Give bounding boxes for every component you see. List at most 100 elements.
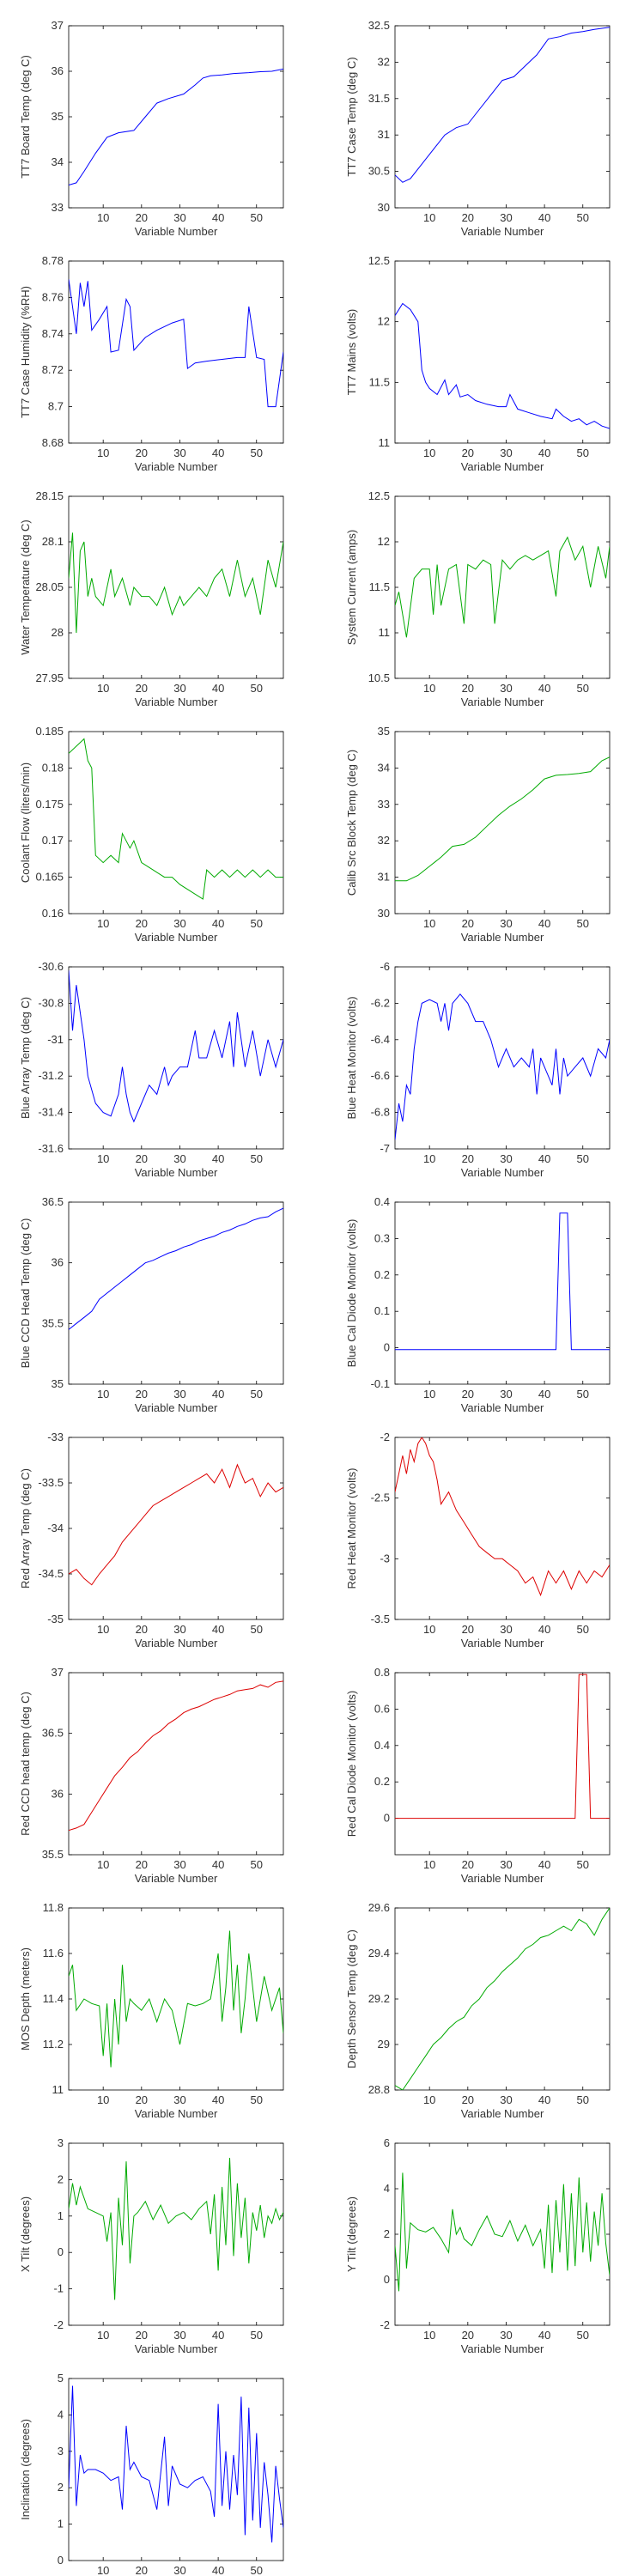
chart-21-x-tick-label: 40	[212, 2564, 224, 2576]
chart-7-y-tick-label: 0.185	[35, 725, 64, 738]
chart-8-x-axis-label: Variable Number	[461, 931, 544, 944]
chart-16-x-tick-label: 50	[577, 1858, 589, 1871]
chart-5-y-tick-label: 28	[52, 626, 64, 639]
chart-20-x-axis-label: Variable Number	[461, 2342, 544, 2355]
chart-10-x-axis-label: Variable Number	[461, 1166, 544, 1179]
chart-21-plot-frame	[68, 2378, 284, 2561]
chart-11-x-tick-label: 30	[173, 1388, 185, 1400]
chart-15-y-axis-label: Red CCD head temp (deg C)	[19, 1692, 32, 1836]
chart-8-plot-frame	[394, 731, 611, 914]
chart-13-y-tick-label: -35	[47, 1613, 64, 1625]
chart-18-y-tick-label: 29.4	[368, 1947, 390, 1959]
chart-16-y-axis-label: Red Cal Diode Monitor (volts)	[345, 1691, 358, 1838]
chart-20-y-tick-label: 0	[384, 2273, 390, 2286]
chart-7-y-tick-label: 0.16	[42, 907, 64, 920]
chart-11-x-axis-label: Variable Number	[135, 1401, 218, 1414]
chart-6-plot-frame	[394, 495, 611, 679]
chart-9-y-tick-label: -31.2	[38, 1069, 64, 1082]
chart-4-x-tick-label: 40	[538, 447, 550, 459]
chart-7-x-tick-label: 30	[173, 917, 185, 930]
chart-20-x-tick-label: 40	[538, 2329, 550, 2342]
chart-17-y-axis-label: MOS Depth (meters)	[19, 1947, 32, 2050]
chart-15-plot-frame	[68, 1672, 284, 1856]
chart-20-x-tick-label: 20	[462, 2329, 474, 2342]
chart-5-x-tick-label: 30	[173, 682, 185, 695]
chart-19-series-line	[69, 2157, 283, 2300]
chart-6-series-line	[395, 536, 610, 638]
chart-14-plot-frame	[394, 1437, 611, 1620]
chart-14-y-axis-label: Red Heat Monitor (volts)	[345, 1468, 358, 1589]
chart-1-y-tick-label: 34	[52, 155, 64, 168]
chart-15-y-tick-label: 36	[52, 1787, 64, 1800]
chart-1-series-line	[69, 68, 283, 185]
chart-2-x-tick-label: 40	[538, 211, 550, 224]
chart-8-x-tick-label: 50	[577, 917, 589, 930]
chart-18-x-tick-label: 10	[423, 2093, 435, 2106]
chart-13-x-tick-label: 50	[251, 1623, 263, 1636]
chart-11-x-tick-label: 20	[136, 1388, 148, 1400]
chart-9-x-tick-label: 50	[251, 1152, 263, 1165]
chart-9-y-tick-label: -30.8	[38, 996, 64, 1009]
chart-7-y-axis-label: Coolant Flow (liters/min)	[19, 762, 32, 883]
chart-1-x-axis-label: Variable Number	[135, 225, 218, 238]
chart-16-y-tick-label: 0.4	[374, 1739, 390, 1752]
chart-1-y-tick-label: 37	[52, 19, 64, 32]
chart-7-plot-frame	[68, 731, 284, 914]
chart-11-y-tick-label: 35	[52, 1377, 64, 1390]
chart-16-x-tick-label: 10	[423, 1858, 435, 1871]
chart-10-x-tick-label: 10	[423, 1152, 435, 1165]
chart-3-x-axis-label: Variable Number	[135, 460, 218, 473]
chart-13-y-axis-label: Red Array Temp (deg C)	[19, 1468, 32, 1589]
chart-20-x-tick-label: 10	[423, 2329, 435, 2342]
chart-16-y-tick-label: 0	[384, 1812, 390, 1825]
chart-9-x-tick-label: 10	[97, 1152, 109, 1165]
chart-13-plot-frame	[68, 1437, 284, 1620]
chart-3-y-tick-label: 8.78	[42, 254, 64, 267]
chart-20-y-tick-label: 4	[384, 2182, 390, 2195]
chart-17-y-tick-label: 11	[52, 2083, 64, 2096]
chart-7-series-line	[69, 738, 283, 900]
chart-14-y-tick-label: -2	[380, 1431, 390, 1443]
chart-4-y-axis-label: TT7 Mains (volts)	[345, 309, 358, 395]
chart-3-x-tick-label: 50	[251, 447, 263, 459]
chart-8-series-line	[395, 756, 610, 882]
chart-5-y-tick-label: 28.1	[42, 535, 64, 548]
chart-15-y-tick-label: 37	[52, 1666, 64, 1679]
chart-4-x-tick-label: 10	[423, 447, 435, 459]
chart-14-y-tick-label: -3	[380, 1552, 390, 1564]
chart-10-y-tick-label: -6	[380, 960, 390, 973]
chart-18-y-axis-label: Depth Sensor Temp (deg C)	[345, 1929, 358, 2069]
chart-19-y-tick-label: 2	[58, 2172, 64, 2185]
chart-11-plot-frame	[68, 1201, 284, 1385]
chart-16-y-tick-label: 0.6	[374, 1702, 390, 1715]
chart-2-y-tick-label: 30	[378, 201, 390, 214]
chart-20-y-tick-label: -2	[380, 2318, 390, 2331]
chart-5-x-tick-label: 40	[212, 682, 224, 695]
chart-2-plot-frame	[394, 25, 611, 209]
chart-13-series-line	[69, 1463, 283, 1586]
chart-18-x-tick-label: 40	[538, 2093, 550, 2106]
chart-16-x-tick-label: 20	[462, 1858, 474, 1871]
chart-9-plot-frame	[68, 966, 284, 1150]
chart-3-y-tick-label: 8.7	[48, 400, 64, 413]
chart-17-x-tick-label: 40	[212, 2093, 224, 2106]
chart-5-x-tick-label: 50	[251, 682, 263, 695]
chart-4-plot-frame	[394, 260, 611, 444]
chart-2-series-line	[395, 27, 610, 183]
chart-16-series-line	[395, 1674, 610, 1820]
chart-20-series-line	[395, 2172, 610, 2292]
chart-7-y-tick-label: 0.175	[35, 798, 64, 811]
chart-6-x-tick-label: 10	[423, 682, 435, 695]
chart-10-x-tick-label: 40	[538, 1152, 550, 1165]
chart-10-x-tick-label: 50	[577, 1152, 589, 1165]
chart-6-y-tick-label: 11	[379, 626, 391, 639]
chart-18-x-axis-label: Variable Number	[461, 2107, 544, 2120]
chart-5-x-axis-label: Variable Number	[135, 696, 218, 708]
chart-20-y-tick-label: 6	[384, 2136, 390, 2149]
chart-4-x-tick-label: 50	[577, 447, 589, 459]
chart-19-y-tick-label: 1	[58, 2209, 64, 2222]
chart-10-y-tick-label: -6.8	[371, 1106, 390, 1119]
chart-13-y-tick-label: -33	[47, 1431, 64, 1443]
chart-7-y-tick-label: 0.165	[35, 871, 64, 884]
